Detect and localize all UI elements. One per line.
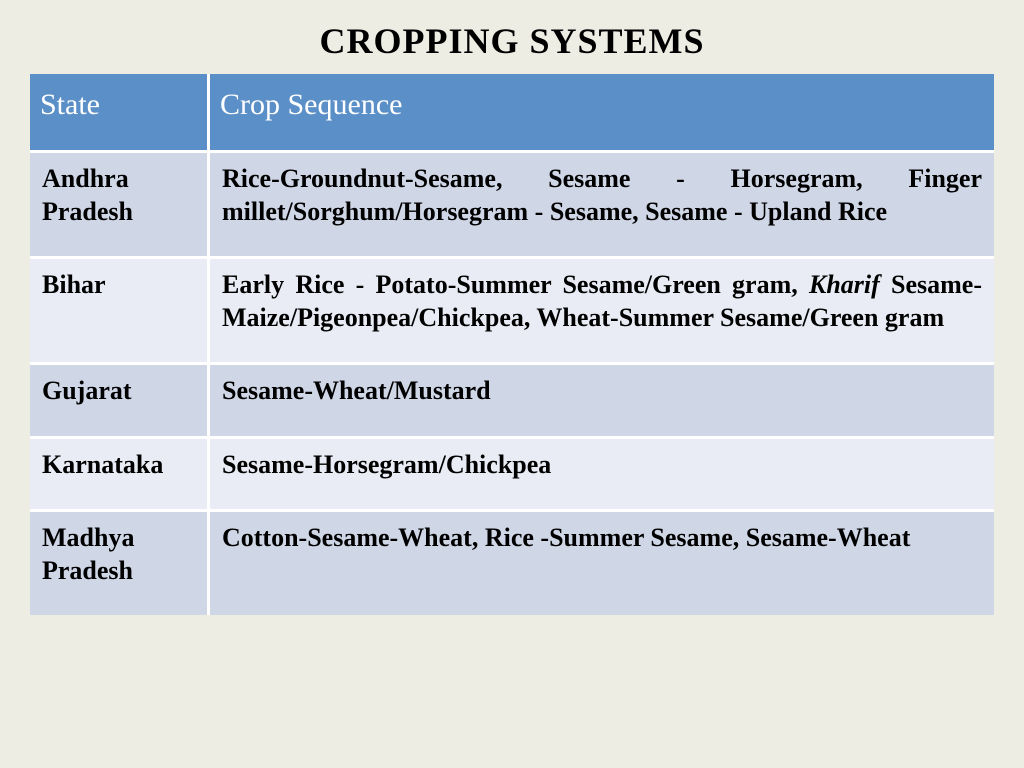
table-row: Gujarat Sesame-Wheat/Mustard	[30, 365, 994, 439]
cell-sequence: Rice-Groundnut-Sesame, Sesame - Horsegra…	[210, 153, 994, 259]
page-title: CROPPING SYSTEMS	[30, 20, 994, 62]
table-row: Andhra Pradesh Rice-Groundnut-Sesame, Se…	[30, 153, 994, 259]
cropping-systems-table: State Crop Sequence Andhra Pradesh Rice-…	[30, 74, 994, 615]
cell-state: Karnataka	[30, 439, 210, 513]
cell-sequence: Cotton-Sesame-Wheat, Rice -Summer Sesame…	[210, 512, 994, 615]
table-header-row: State Crop Sequence	[30, 74, 994, 153]
cell-sequence: Sesame-Horsegram/Chickpea	[210, 439, 994, 513]
table-row: Madhya Pradesh Cotton-Sesame-Wheat, Rice…	[30, 512, 994, 615]
cell-state: Andhra Pradesh	[30, 153, 210, 259]
col-header-state: State	[30, 74, 210, 153]
table-row: Karnataka Sesame-Horsegram/Chickpea	[30, 439, 994, 513]
cell-sequence: Sesame-Wheat/Mustard	[210, 365, 994, 439]
cell-sequence: Early Rice - Potato-Summer Sesame/Green …	[210, 259, 994, 365]
cell-state: Bihar	[30, 259, 210, 365]
seq-text-italic: Kharif	[809, 270, 880, 299]
table-row: Bihar Early Rice - Potato-Summer Sesame/…	[30, 259, 994, 365]
col-header-sequence: Crop Sequence	[210, 74, 994, 153]
cell-state: Madhya Pradesh	[30, 512, 210, 615]
cell-state: Gujarat	[30, 365, 210, 439]
seq-text-pre: Early Rice - Potato-Summer Sesame/Green …	[222, 270, 809, 299]
